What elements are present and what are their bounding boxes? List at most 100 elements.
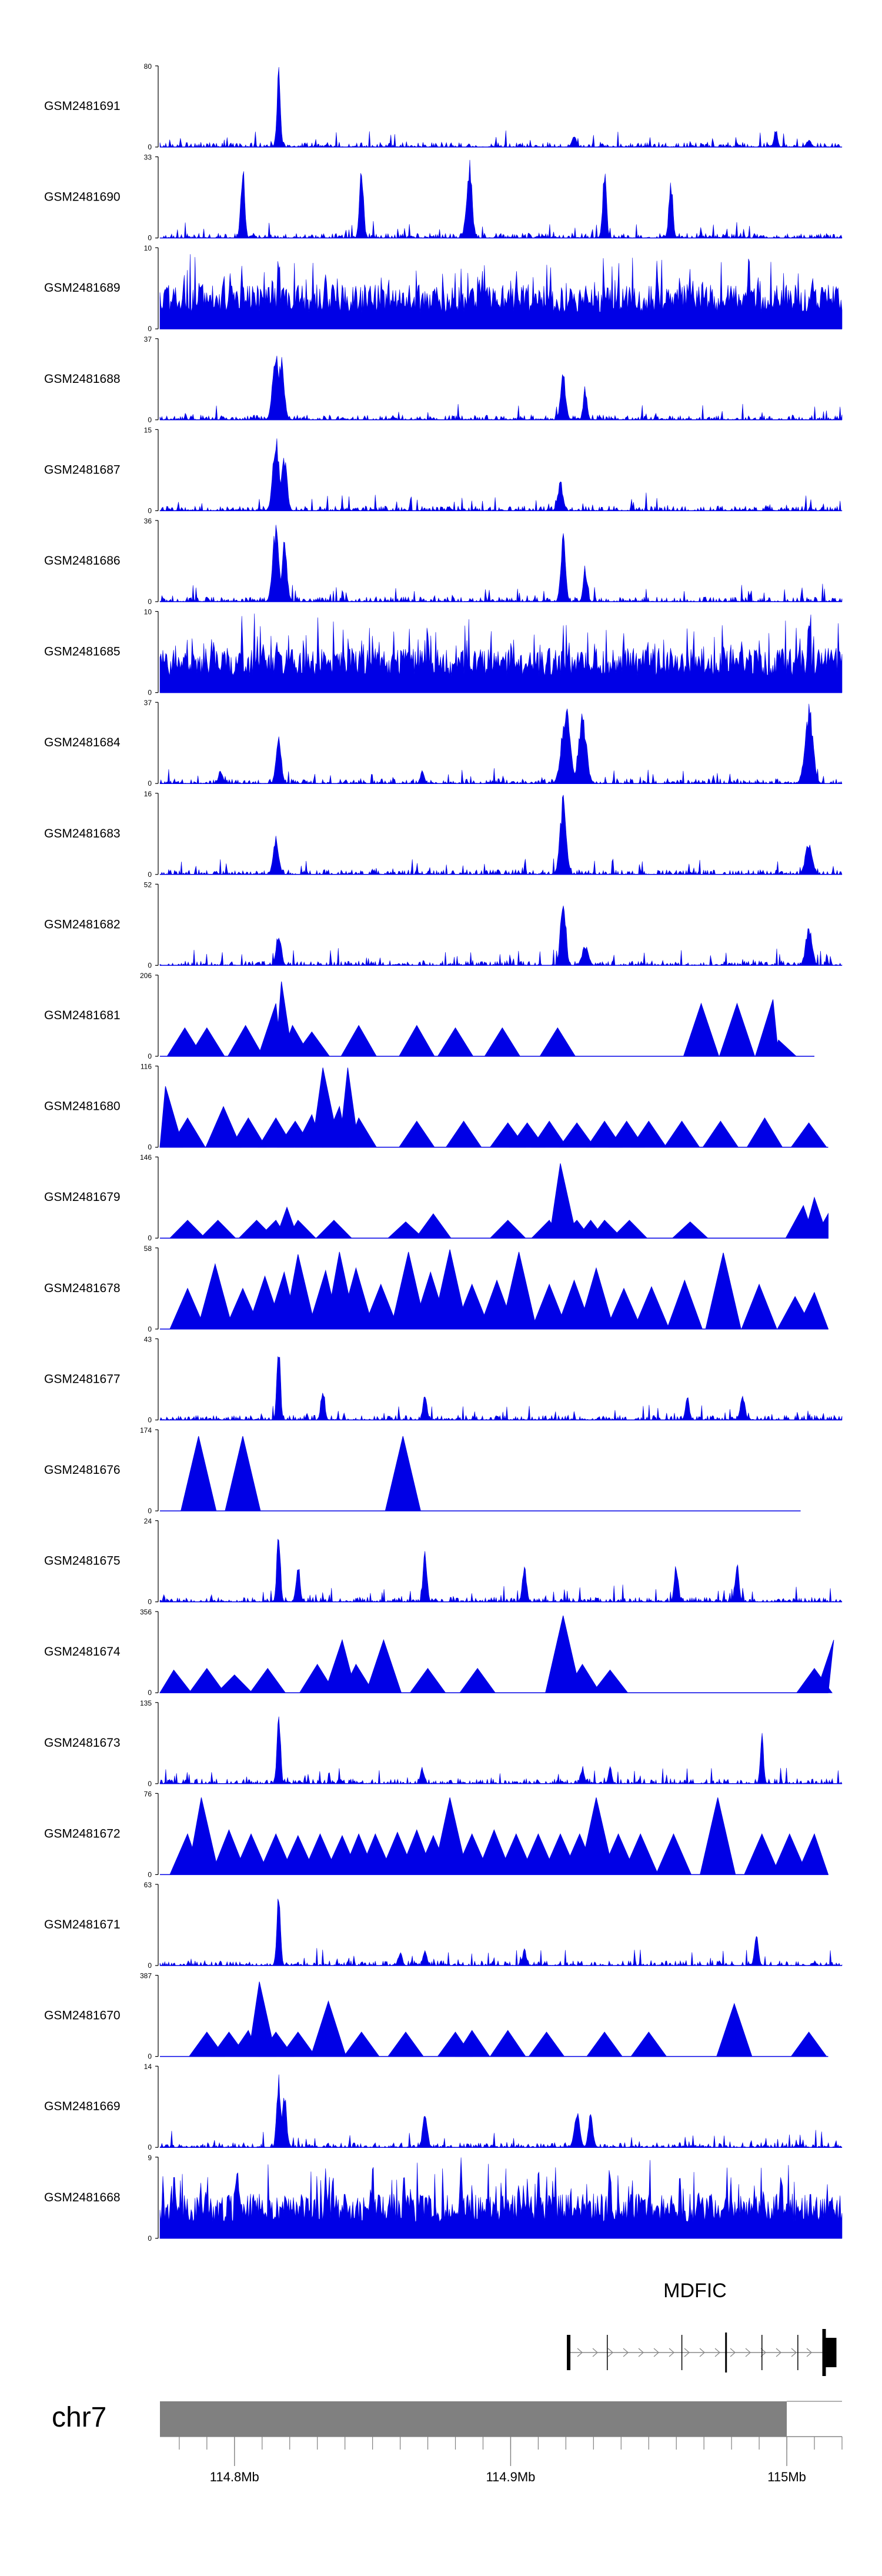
signal-area: [159, 2157, 843, 2239]
track-label: GSM2481673: [44, 1736, 121, 1750]
signal-peak: [666, 1279, 703, 1330]
signal-area: [159, 1716, 843, 1784]
signal-peak: [415, 1213, 452, 1239]
track-GSM2481681: GSM2481681 206 0: [44, 972, 815, 1060]
signal-peak: [500, 1252, 537, 1330]
signal-peak: [299, 1663, 336, 1693]
signal-peak: [390, 1252, 427, 1330]
y-axis-max-label: 146: [140, 1153, 152, 1162]
tracks-group: GSM2481691800GSM2481690330GSM2481689100G…: [44, 62, 843, 2243]
signal-peak: [476, 1829, 513, 1875]
y-axis-max-label: 43: [144, 1335, 152, 1343]
signal-peak: [719, 1002, 756, 1057]
signal-peak: [409, 1667, 446, 1693]
signal-peak: [489, 1220, 526, 1239]
signal-peak: [169, 1220, 206, 1239]
y-axis-max-label: 33: [144, 154, 152, 162]
track-label: GSM2481684: [44, 736, 121, 749]
chromosome-band: [160, 2401, 787, 2437]
y-axis-zero-label: 0: [148, 1052, 152, 1060]
track-label: GSM2481681: [44, 1009, 121, 1022]
signal-peak: [746, 1117, 783, 1148]
signal-area: [159, 2074, 843, 2148]
track-GSM2481677: GSM2481677 43 0: [44, 1335, 843, 1424]
signal-area: [159, 1356, 843, 1421]
signal-peak: [531, 1120, 568, 1148]
signal-peak: [816, 1640, 834, 1693]
signal-peak: [579, 1797, 614, 1875]
signal-peak: [814, 1212, 828, 1239]
strand-arrow: [669, 2348, 675, 2357]
signal-peak: [531, 1283, 567, 1330]
signal-peak: [310, 2000, 347, 2057]
y-axis-zero-label: 0: [148, 1325, 152, 1333]
strand-arrow: [684, 2348, 690, 2357]
signal-area: [159, 159, 843, 239]
y-axis-max-label: 80: [144, 62, 152, 71]
signal-peak: [790, 2031, 827, 2057]
signal-area: [159, 1539, 843, 1603]
signal-peak: [592, 1669, 629, 1693]
signal-peak: [453, 1283, 490, 1330]
strand-arrow: [745, 2348, 751, 2357]
y-axis-zero-label: 0: [148, 1598, 152, 1606]
y-axis-zero-label: 0: [148, 234, 152, 242]
track-label: GSM2481685: [44, 645, 121, 659]
strand-arrow: [699, 2348, 706, 2357]
y-axis-zero-label: 0: [148, 598, 152, 606]
signal-peak: [211, 1829, 248, 1875]
y-axis-zero-label: 0: [148, 961, 152, 969]
track-GSM2481687: GSM2481687 15 0: [44, 426, 843, 515]
y-axis-max-label: 15: [144, 426, 152, 434]
y-axis-max-label: 387: [140, 1972, 152, 1980]
y-axis-max-label: 24: [144, 1517, 152, 1526]
track-label: GSM2481691: [44, 99, 121, 113]
track-label: GSM2481677: [44, 1372, 121, 1386]
signal-peak: [199, 1220, 236, 1239]
track-label: GSM2481672: [44, 1827, 121, 1840]
signal-peak: [197, 1263, 233, 1330]
y-axis-max-label: 356: [140, 1608, 152, 1616]
signal-peak: [385, 1436, 421, 1511]
gene-exon-first: [567, 2335, 571, 2370]
signal-peak: [630, 1120, 667, 1148]
signal-peak: [489, 2030, 526, 2057]
signal-peak: [655, 1833, 692, 1875]
signal-peak: [433, 1797, 468, 1875]
y-axis-zero-label: 0: [148, 1507, 152, 1515]
signal-peak: [539, 1027, 576, 1057]
track-label: GSM2481671: [44, 1918, 121, 1931]
chromosome-label: chr7: [52, 2402, 106, 2433]
signal-peak: [205, 1106, 242, 1148]
y-axis-zero-label: 0: [148, 779, 152, 788]
signal-peak: [772, 1039, 797, 1057]
signal-area: [159, 1898, 843, 1967]
gene-exon-end-left: [822, 2329, 826, 2376]
track-label: GSM2481676: [44, 1463, 121, 1477]
gene-label: MDFIC: [663, 2280, 727, 2302]
signal-peak: [663, 1120, 700, 1148]
track-GSM2481680: GSM2481680 116 0: [44, 1063, 828, 1152]
track-label: GSM2481687: [44, 463, 121, 476]
y-axis-max-label: 9: [148, 2154, 152, 2162]
track-GSM2481685: GSM2481685 10 0: [44, 608, 843, 697]
track-GSM2481669: GSM2481669 14 0: [44, 2063, 843, 2151]
y-axis-max-label: 63: [144, 1881, 152, 1889]
signal-peak: [564, 1663, 601, 1693]
y-axis-zero-label: 0: [148, 506, 152, 515]
signal-peak: [754, 999, 779, 1057]
track-GSM2481668: GSM2481668 9 0: [44, 2154, 843, 2243]
strand-arrow: [592, 2348, 599, 2357]
signal-peak: [339, 1267, 375, 1330]
y-axis-max-label: 174: [140, 1426, 152, 1434]
y-axis-zero-label: 0: [148, 870, 152, 879]
signal-peak: [365, 1639, 402, 1693]
track-GSM2481673: GSM2481673 135 0: [44, 1699, 843, 1788]
signal-peak: [700, 1797, 736, 1875]
track-label: GSM2481689: [44, 281, 121, 295]
track-label: GSM2481683: [44, 827, 121, 840]
strand-arrow: [806, 2348, 813, 2357]
signal-area: [159, 254, 843, 329]
strand-arrow: [623, 2348, 629, 2357]
y-axis-zero-label: 0: [148, 1689, 152, 1697]
